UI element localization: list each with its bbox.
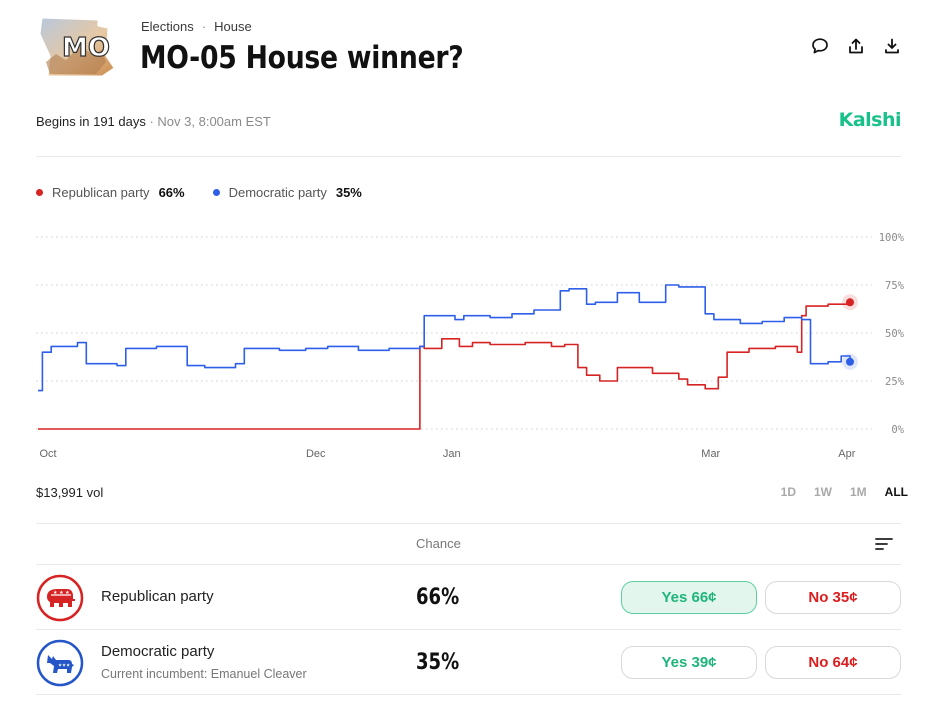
divider [36,629,901,630]
republican-elephant-icon: ★ ★ ★ [36,574,84,622]
sort-icon[interactable] [875,537,893,556]
legend-dot-icon [212,189,220,196]
x-tick-label: Jan [443,448,461,460]
legend-item-democratic: Democratic party 35% [212,185,362,200]
share-icon[interactable] [846,36,866,56]
x-tick-label: Dec [306,448,326,460]
buy-yes-button[interactable]: Yes 39¢ [621,646,757,679]
thumb-label: MO [62,33,110,63]
chart-legend: Republican party 66% Democratic party 35… [36,185,362,200]
outcome-chance: 66% [416,585,460,610]
breadcrumb-elections[interactable]: Elections [141,19,194,34]
x-tick-label: Mar [701,448,720,460]
kalshi-logo[interactable]: Kalshi [838,109,902,131]
legend-item-republican: Republican party 66% [36,185,185,200]
market-header: MO Elections · House MO-05 House winner? [36,16,904,80]
svg-text:★★★: ★★★ [58,663,70,669]
buy-no-button[interactable]: No 35¢ [765,581,901,614]
buy-no-button[interactable]: No 64¢ [765,646,901,679]
democratic-donkey-icon: ★★★ [36,639,84,687]
legend-label: Republican party [52,185,150,200]
outcome-name: Republican party [101,588,214,605]
breadcrumb: Elections · House [141,19,252,34]
volume-text: $13,991 vol [36,485,104,500]
outcome-row-democratic[interactable]: ★★★ Democratic party Current incumbent: … [36,630,901,694]
chance-column-header: Chance [416,536,461,551]
page-title: MO-05 House winner? [140,40,464,76]
legend-value: 35% [335,185,362,200]
divider [36,523,901,524]
outcomes-table-header: Chance [36,524,901,564]
meta-separator: · [145,114,158,129]
market-thumbnail: MO [36,16,118,78]
comment-icon[interactable] [810,36,830,56]
series-line-republican [38,302,851,430]
close-date: Nov 3, 8:00am EST [157,114,271,129]
legend-dot-icon [36,189,43,196]
range-1w-button[interactable]: 1W [814,485,832,499]
buy-yes-button[interactable]: Yes 66¢ [621,581,757,614]
outcome-name: Democratic party [101,643,215,660]
endpoint-democratic [846,357,854,366]
market-schedule: Begins in 191 days · Nov 3, 8:00am EST [36,114,271,129]
range-1d-button[interactable]: 1D [780,485,796,499]
range-1m-button[interactable]: 1M [850,485,867,499]
y-tick-label: 75% [885,280,905,292]
x-tick-label: Oct [39,448,56,460]
divider [36,564,901,565]
outcome-chance: 35% [416,650,460,675]
outcome-row-republican[interactable]: ★ ★ ★ Republican party 66% Yes 66¢ No 35… [36,565,901,629]
x-tick-label: Apr [838,448,855,460]
begins-text: Begins in 191 days [36,114,146,129]
breadcrumb-house[interactable]: House [214,19,252,34]
y-tick-label: 0% [891,424,904,436]
incumbent-note: Current incumbent: Emanuel Cleaver [101,667,307,681]
series-line-democratic [38,284,851,392]
legend-label: Democratic party [228,185,327,200]
download-icon[interactable] [882,36,902,56]
price-history-chart[interactable]: 100% 75% 50% 25% 0% Oct Dec Jan Mar Apr [0,222,940,462]
legend-value: 66% [158,185,185,200]
endpoint-republican [846,298,854,307]
time-range-selector: 1D 1W 1M ALL [781,485,908,499]
header-actions [810,36,902,56]
y-tick-label: 100% [879,232,905,244]
y-tick-label: 25% [885,376,905,388]
y-tick-label: 50% [885,328,905,340]
range-all-button[interactable]: ALL [884,485,908,499]
divider [36,694,901,695]
breadcrumb-separator: · [201,19,207,34]
svg-text:★ ★ ★: ★ ★ ★ [53,590,70,596]
divider [36,156,901,157]
